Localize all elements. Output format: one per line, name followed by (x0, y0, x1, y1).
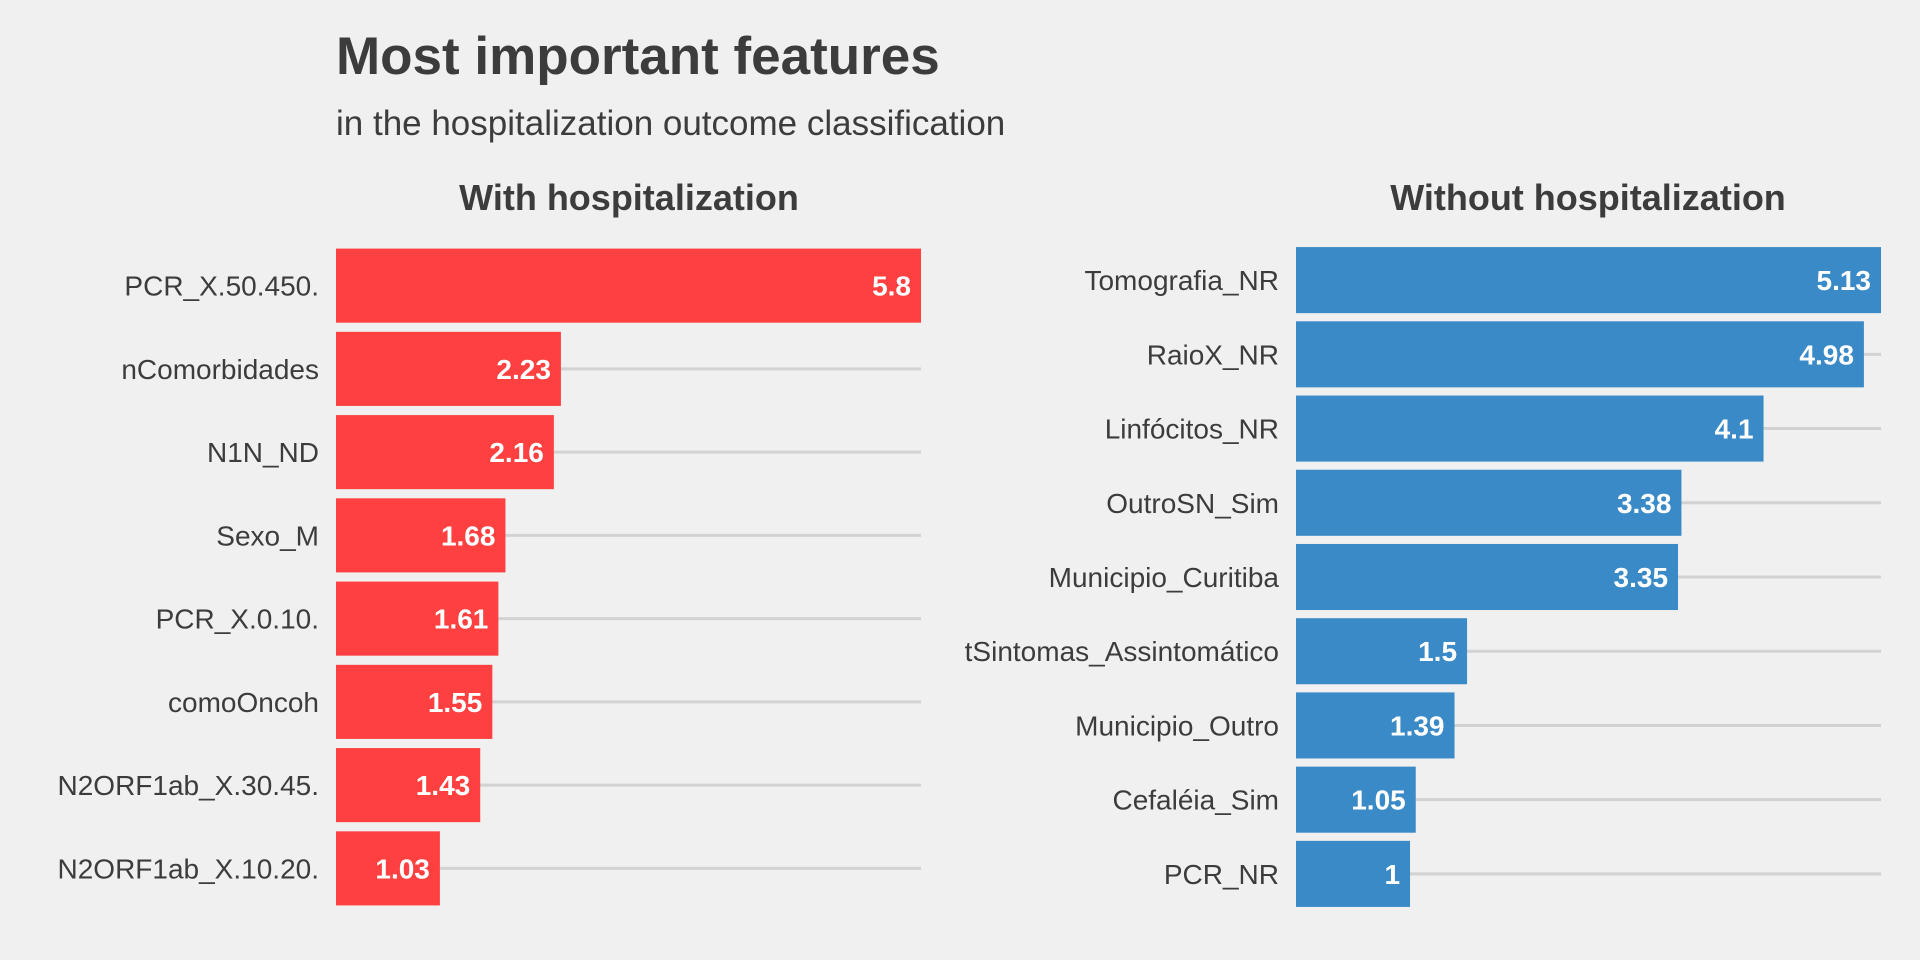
y-tick-label: Municipio_Outro (1075, 710, 1279, 741)
y-tick-label: Sexo_M (216, 520, 319, 551)
data-label: 1.03 (375, 853, 430, 884)
bar (336, 831, 440, 906)
data-label: 1.5 (1418, 636, 1457, 667)
y-tick-label: PCR_X.0.10. (156, 604, 319, 635)
data-label: 1.43 (416, 770, 471, 801)
data-label: 3.38 (1617, 488, 1672, 519)
bar (336, 415, 554, 490)
chart-title: Most important features (336, 27, 940, 86)
y-tick-label: PCR_X.50.450. (124, 271, 319, 302)
bar (336, 498, 506, 573)
panel-with-hospitalization: With hospitalization PCR_X.50.450. 5.8 nCom… (58, 177, 921, 906)
data-label: 5.8 (872, 271, 911, 302)
data-label: 2.23 (496, 354, 551, 385)
bar (1296, 543, 1679, 611)
y-tick-label: N2ORF1ab_X.30.45. (58, 770, 320, 801)
bar (1296, 395, 1764, 462)
data-label: 1.68 (441, 520, 496, 551)
panel-title: Without hospitalization (1390, 177, 1786, 218)
y-tick-label: nComorbidades (121, 354, 319, 385)
bar (336, 748, 481, 823)
bar (1296, 766, 1416, 833)
bar (336, 331, 561, 406)
panel-title: With hospitalization (459, 177, 799, 218)
data-label: 1.05 (1351, 785, 1406, 816)
bar (1296, 469, 1682, 536)
data-label: 1 (1384, 859, 1400, 890)
data-label: 5.13 (1817, 265, 1872, 296)
data-label: 2.16 (489, 437, 544, 468)
y-tick-label: Linfócitos_NR (1105, 414, 1279, 445)
bar (1296, 840, 1411, 907)
y-tick-label: Cefaléia_Sim (1112, 785, 1279, 816)
y-tick-label: tSintomas_Assintomático (965, 636, 1279, 667)
data-label: 4.1 (1715, 414, 1754, 445)
data-label: 1.55 (428, 687, 483, 718)
bar (336, 664, 493, 739)
y-tick-label: comoOncoh (168, 687, 319, 718)
bar (336, 248, 921, 323)
data-label: 1.39 (1390, 710, 1445, 741)
bar (336, 581, 499, 656)
y-tick-label: PCR_NR (1164, 859, 1279, 890)
y-tick-label: Tomografia_NR (1084, 265, 1279, 296)
data-label: 4.98 (1799, 339, 1854, 370)
bar (1296, 321, 1864, 388)
panel-without-hospitalization: Without hospitalization Tomografia_NR 5.13… (965, 177, 1881, 907)
y-tick-label: N2ORF1ab_X.10.20. (58, 853, 320, 884)
bar (1296, 692, 1455, 759)
y-tick-label: Municipio_Curitiba (1049, 562, 1280, 593)
y-tick-label: RaioX_NR (1147, 339, 1279, 370)
bar (1296, 247, 1881, 314)
y-tick-label: OutroSN_Sim (1106, 488, 1279, 519)
bar (1296, 618, 1468, 685)
data-label: 1.61 (434, 604, 489, 635)
data-label: 3.35 (1614, 562, 1669, 593)
chart-subtitle: in the hospitalization outcome classific… (336, 104, 1006, 143)
y-tick-label: N1N_ND (207, 437, 319, 468)
